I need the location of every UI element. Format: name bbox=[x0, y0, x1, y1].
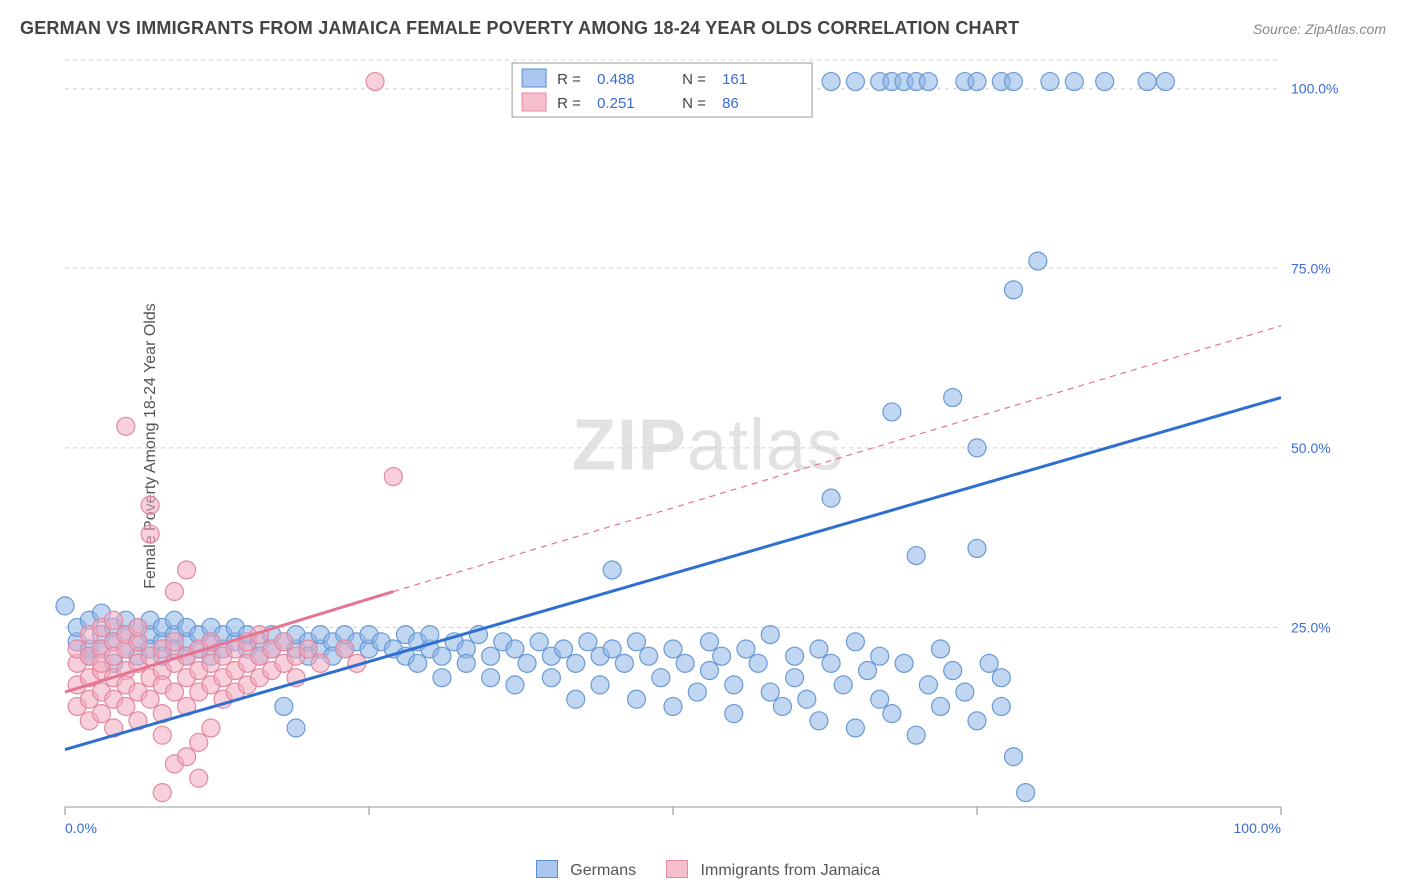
svg-text:0.251: 0.251 bbox=[597, 95, 635, 112]
chart-header: GERMAN VS IMMIGRANTS FROM JAMAICA FEMALE… bbox=[20, 18, 1386, 39]
legend-item-germans: Germans bbox=[536, 860, 636, 880]
scatter-chart-svg: 25.0% 50.0% 75.0% 100.0% 0.0% 100.0% ZIPatlas R… bbox=[55, 55, 1361, 837]
chart-area: 25.0% 50.0% 75.0% 100.0% 0.0% 100.0% ZIPatlas R… bbox=[55, 55, 1361, 837]
svg-text:86: 86 bbox=[722, 95, 739, 112]
bottom-legend: Germans Immigrants from Jamaica bbox=[55, 860, 1361, 880]
legend-item-jamaica: Immigrants from Jamaica bbox=[666, 860, 880, 880]
svg-text:0.488: 0.488 bbox=[597, 71, 635, 88]
svg-text:161: 161 bbox=[722, 71, 747, 88]
legend-swatch-pink-icon bbox=[666, 860, 688, 878]
legend-label-jamaica: Immigrants from Jamaica bbox=[701, 862, 881, 879]
chart-source: Source: ZipAtlas.com bbox=[1253, 21, 1386, 37]
svg-text:ZIPatlas: ZIPatlas bbox=[572, 405, 844, 485]
svg-text:R =: R = bbox=[557, 95, 581, 112]
svg-text:75.0%: 75.0% bbox=[1291, 260, 1331, 276]
svg-text:50.0%: 50.0% bbox=[1291, 440, 1331, 456]
svg-text:25.0%: 25.0% bbox=[1291, 619, 1331, 635]
svg-text:N =: N = bbox=[682, 71, 706, 88]
svg-text:100.0%: 100.0% bbox=[1291, 81, 1338, 97]
svg-text:0.0%: 0.0% bbox=[65, 820, 97, 836]
svg-text:N =: N = bbox=[682, 95, 706, 112]
legend-label-germans: Germans bbox=[570, 862, 636, 879]
chart-title: GERMAN VS IMMIGRANTS FROM JAMAICA FEMALE… bbox=[20, 18, 1019, 39]
legend-swatch-blue-icon bbox=[536, 860, 558, 878]
svg-text:100.0%: 100.0% bbox=[1234, 820, 1281, 836]
svg-text:R =: R = bbox=[557, 71, 581, 88]
